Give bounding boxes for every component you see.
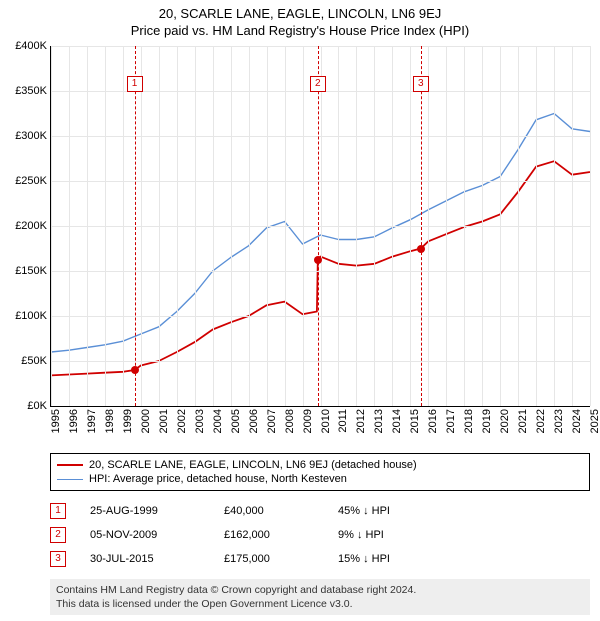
sale-delta: 9% ↓ HPI — [338, 529, 384, 541]
x-tick-label: 1998 — [104, 409, 116, 433]
legend: 20, SCARLE LANE, EAGLE, LINCOLN, LN6 9EJ… — [50, 453, 590, 491]
sale-dot — [417, 245, 425, 253]
x-tick-label: 2020 — [499, 409, 511, 433]
x-tick-label: 1997 — [86, 409, 98, 433]
x-tick-label: 2022 — [535, 409, 547, 433]
x-tick-label: 2009 — [302, 409, 314, 433]
x-tick-label: 2019 — [481, 409, 493, 433]
sale-marker-badge: 1 — [127, 76, 143, 92]
x-tick-label: 2011 — [337, 409, 349, 433]
y-tick-label: £200K — [15, 220, 47, 232]
marker-badge: 3 — [50, 551, 66, 567]
table-row: 1 25-AUG-1999 £40,000 45% ↓ HPI — [50, 499, 590, 523]
x-tick-label: 2000 — [140, 409, 152, 433]
sale-delta: 45% ↓ HPI — [338, 505, 390, 517]
x-tick-label: 2005 — [230, 409, 242, 433]
title-main: 20, SCARLE LANE, EAGLE, LINCOLN, LN6 9EJ — [0, 6, 600, 21]
x-tick-label: 2017 — [445, 409, 457, 433]
x-tick-label: 2021 — [517, 409, 529, 433]
y-tick-label: £350K — [15, 85, 47, 97]
legend-label: HPI: Average price, detached house, Nort… — [89, 473, 347, 485]
sale-dot — [131, 366, 139, 374]
sale-marker-line — [135, 46, 136, 406]
table-row: 2 05-NOV-2009 £162,000 9% ↓ HPI — [50, 523, 590, 547]
x-tick-label: 2006 — [248, 409, 260, 433]
x-tick-label: 2004 — [212, 409, 224, 433]
x-tick-label: 1995 — [50, 409, 62, 433]
sale-date: 30-JUL-2015 — [90, 553, 200, 565]
x-tick-label: 2015 — [409, 409, 421, 433]
legend-swatch — [57, 479, 83, 480]
x-axis: 1995 1996 1997 1998 1999 2000 2001 2002 2003 2004… — [50, 407, 590, 447]
x-tick-label: 2001 — [158, 409, 170, 433]
footer-line: Contains HM Land Registry data © Crown c… — [56, 583, 584, 597]
x-tick-label: 2018 — [463, 409, 475, 433]
x-tick-label: 2010 — [320, 409, 332, 433]
y-tick-label: £50K — [21, 355, 47, 367]
sale-date: 05-NOV-2009 — [90, 529, 200, 541]
x-tick-label: 2025 — [589, 409, 600, 433]
titles: 20, SCARLE LANE, EAGLE, LINCOLN, LN6 9EJ… — [0, 0, 600, 38]
legend-row: HPI: Average price, detached house, Nort… — [57, 472, 583, 486]
marker-badge: 1 — [50, 503, 66, 519]
sale-delta: 15% ↓ HPI — [338, 553, 390, 565]
footer-line: This data is licensed under the Open Gov… — [56, 597, 584, 611]
x-tick-label: 2003 — [194, 409, 206, 433]
chart-container: 20, SCARLE LANE, EAGLE, LINCOLN, LN6 9EJ… — [0, 0, 600, 615]
sale-marker-badge: 2 — [310, 76, 326, 92]
title-sub: Price paid vs. HM Land Registry's House … — [0, 23, 600, 38]
x-tick-label: 2023 — [553, 409, 565, 433]
sale-marker-line — [318, 46, 319, 406]
y-tick-label: £250K — [15, 175, 47, 187]
x-tick-label: 2013 — [373, 409, 385, 433]
footer: Contains HM Land Registry data © Crown c… — [50, 579, 590, 615]
y-tick-label: £100K — [15, 310, 47, 322]
table-row: 3 30-JUL-2015 £175,000 15% ↓ HPI — [50, 547, 590, 571]
x-tick-label: 2024 — [571, 409, 583, 433]
y-tick-label: £150K — [15, 265, 47, 277]
sale-price: £175,000 — [224, 553, 314, 565]
sale-marker-badge: 3 — [413, 76, 429, 92]
x-tick-label: 2008 — [284, 409, 296, 433]
x-tick-label: 1999 — [122, 409, 134, 433]
x-tick-label: 2014 — [391, 409, 403, 433]
legend-swatch — [57, 464, 83, 466]
plot-area: £0K£50K£100K£150K£200K£250K£300K£350K£40… — [50, 46, 590, 407]
y-tick-label: £400K — [15, 40, 47, 52]
marker-badge: 2 — [50, 527, 66, 543]
x-tick-label: 2012 — [355, 409, 367, 433]
sale-price: £162,000 — [224, 529, 314, 541]
sale-marker-line — [421, 46, 422, 406]
sale-date: 25-AUG-1999 — [90, 505, 200, 517]
x-tick-label: 2007 — [266, 409, 278, 433]
y-tick-label: £0K — [27, 400, 47, 412]
sales-table: 1 25-AUG-1999 £40,000 45% ↓ HPI 2 05-NOV… — [50, 499, 590, 571]
x-tick-label: 2016 — [427, 409, 439, 433]
sale-dot — [314, 256, 322, 264]
legend-label: 20, SCARLE LANE, EAGLE, LINCOLN, LN6 9EJ… — [89, 459, 417, 471]
x-tick-label: 2002 — [176, 409, 188, 433]
x-tick-label: 1996 — [68, 409, 80, 433]
legend-row: 20, SCARLE LANE, EAGLE, LINCOLN, LN6 9EJ… — [57, 458, 583, 472]
y-tick-label: £300K — [15, 130, 47, 142]
sale-price: £40,000 — [224, 505, 314, 517]
